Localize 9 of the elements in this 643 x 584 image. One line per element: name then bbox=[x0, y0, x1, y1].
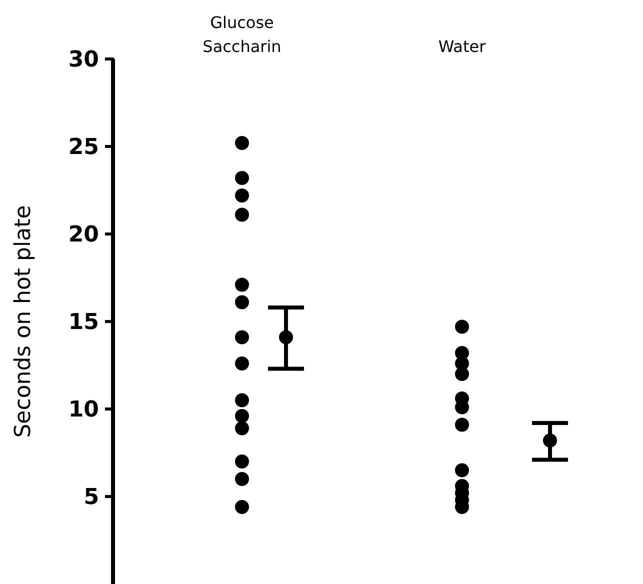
x-tick-label: Water bbox=[438, 37, 486, 56]
y-tick-label: 30 bbox=[68, 48, 99, 73]
y-tick-label: 25 bbox=[68, 135, 99, 160]
y-tick-label: 5 bbox=[84, 485, 99, 510]
y-tick-label: 10 bbox=[68, 398, 99, 423]
y-tick-label: 15 bbox=[68, 310, 99, 336]
y-axis-title: Seconds on hot plate bbox=[10, 205, 36, 438]
x-tick-label: Glucose Saccharin bbox=[202, 13, 282, 56]
y-tick-label: 20 bbox=[68, 222, 99, 248]
